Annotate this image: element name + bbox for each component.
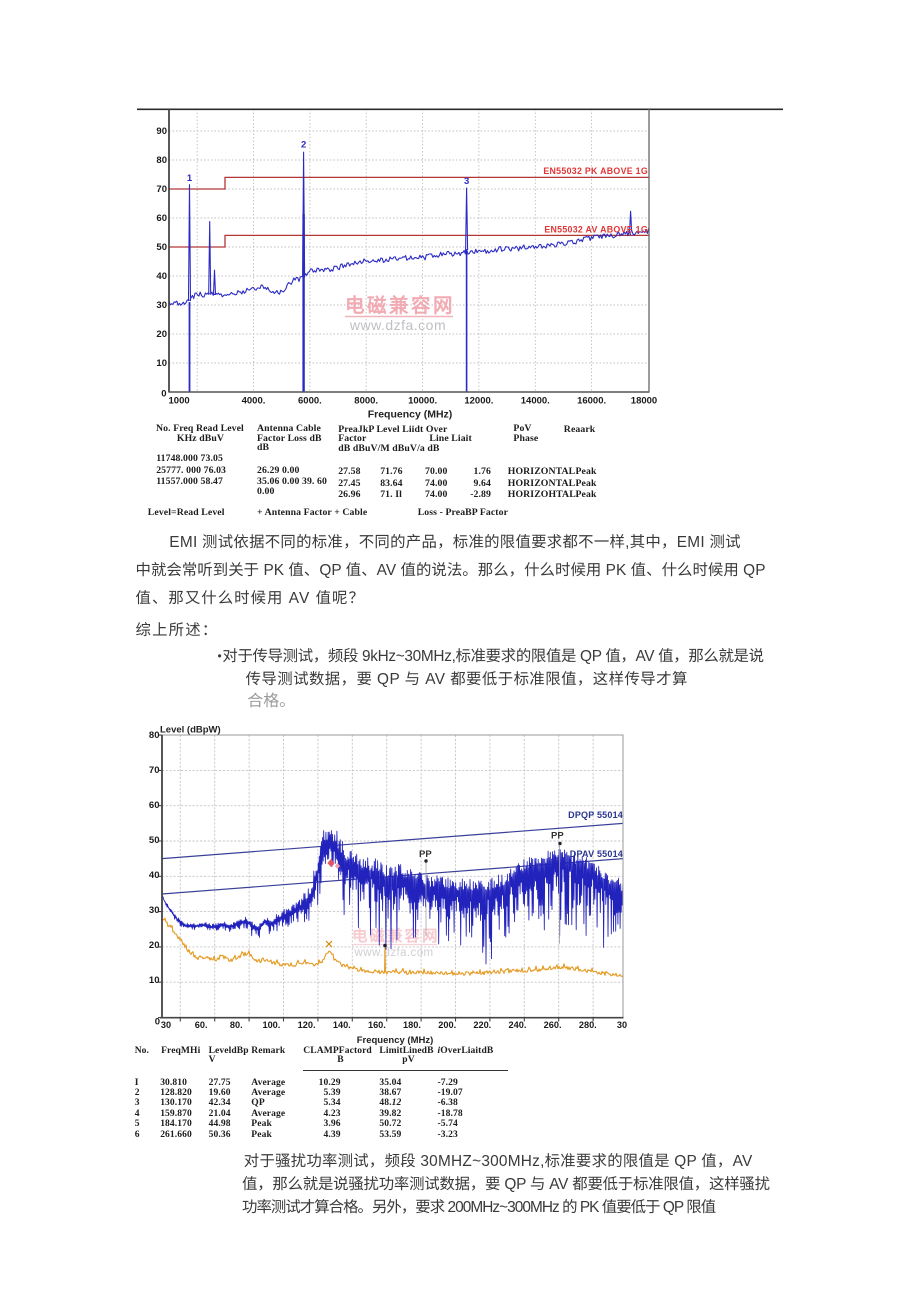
svg-text:30: 30 — [156, 300, 167, 311]
svg-text:200.: 200. — [438, 1020, 456, 1030]
svg-text:8000.: 8000. — [354, 396, 378, 407]
svg-text:70: 70 — [156, 184, 167, 195]
svg-text:1: 1 — [187, 173, 193, 184]
svg-text:20: 20 — [149, 940, 160, 951]
svg-text:160.: 160. — [368, 1020, 386, 1030]
svg-text:80: 80 — [149, 730, 160, 741]
svg-text:4000.: 4000. — [242, 396, 266, 407]
svg-text:30: 30 — [149, 905, 160, 916]
svg-text:60.: 60. — [195, 1020, 208, 1030]
svg-text:0: 0 — [161, 389, 166, 400]
svg-text:20: 20 — [156, 329, 167, 340]
svg-text:www.dzfa.com: www.dzfa.com — [349, 317, 446, 333]
svg-text:240.: 240. — [509, 1020, 527, 1030]
svg-text:180.: 180. — [403, 1020, 421, 1030]
svg-text:1000: 1000 — [169, 396, 190, 407]
svg-text:PP: PP — [551, 831, 564, 842]
svg-text:www.dzfa.com: www.dzfa.com — [354, 947, 434, 959]
svg-text:14000.: 14000. — [521, 396, 550, 407]
svg-text:电磁兼容网: 电磁兼容网 — [345, 294, 455, 317]
svg-text:6000.: 6000. — [298, 396, 322, 407]
svg-text:70: 70 — [149, 765, 160, 776]
svg-text:50: 50 — [156, 242, 167, 253]
svg-text:60: 60 — [156, 213, 167, 224]
svg-text:Level (dBpW): Level (dBpW) — [160, 725, 221, 736]
svg-text:电磁兼容网: 电磁兼容网 — [352, 926, 440, 945]
svg-text:50: 50 — [149, 835, 160, 846]
svg-text:18000: 18000 — [631, 396, 657, 407]
svg-text:40: 40 — [156, 271, 167, 282]
svg-text:2: 2 — [301, 140, 306, 151]
svg-text:16000.: 16000. — [577, 396, 606, 407]
svg-text:260.: 260. — [544, 1020, 562, 1030]
svg-text:30: 30 — [617, 1020, 627, 1030]
svg-text:90: 90 — [156, 126, 167, 137]
svg-text:10000.: 10000. — [408, 396, 437, 407]
svg-text:100.: 100. — [262, 1020, 280, 1030]
svg-text:Frequency (MHz): Frequency (MHz) — [357, 1035, 434, 1046]
svg-text:80: 80 — [156, 155, 167, 166]
svg-text:10: 10 — [156, 358, 167, 369]
svg-text:EN55032 AV ABOVE 1G: EN55032 AV ABOVE 1G — [544, 225, 648, 235]
svg-text:DPQP 55014: DPQP 55014 — [568, 810, 623, 820]
svg-text:30: 30 — [161, 1020, 171, 1030]
svg-text:Frequency (MHz): Frequency (MHz) — [368, 409, 453, 421]
svg-text:12000.: 12000. — [464, 396, 493, 407]
svg-text:3: 3 — [464, 176, 469, 187]
svg-text:220.: 220. — [473, 1020, 491, 1030]
svg-text:80.: 80. — [230, 1020, 243, 1030]
svg-text:40: 40 — [149, 870, 160, 881]
svg-text:EN55032 PK ABOVE 1G: EN55032 PK ABOVE 1G — [543, 166, 648, 176]
svg-text:DPAV 55014: DPAV 55014 — [570, 849, 623, 859]
svg-text:120.: 120. — [298, 1020, 316, 1030]
svg-text:60: 60 — [149, 800, 160, 811]
svg-text:280.: 280. — [579, 1020, 597, 1030]
svg-text:0: 0 — [155, 1017, 160, 1028]
svg-text:140.: 140. — [333, 1020, 351, 1030]
svg-text:10: 10 — [149, 975, 160, 986]
svg-text:PP: PP — [419, 849, 432, 860]
